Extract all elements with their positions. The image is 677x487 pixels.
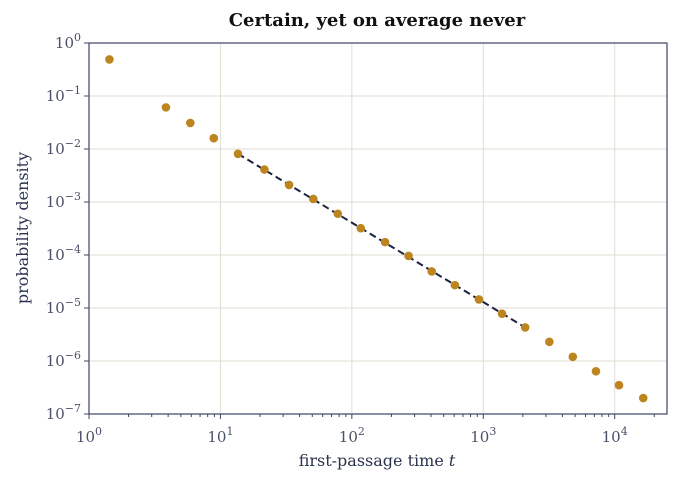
y-tick-label-3: 10−3 [46, 190, 81, 211]
x-axis-label-text: first-passage time [299, 451, 444, 470]
data-point-14 [474, 295, 484, 304]
data-point-20 [614, 380, 624, 390]
data-point-17 [545, 337, 554, 347]
data-point-15 [497, 309, 507, 319]
chart-title: Certain, yet on average never [229, 10, 526, 31]
y-tick-label-6: 10−6 [46, 349, 81, 370]
data-point-1 [161, 103, 171, 112]
data-point-6 [284, 180, 294, 190]
y-tick-label-7: 10−7 [46, 402, 81, 423]
data-point-3 [209, 133, 219, 143]
x-tick-label-1: 101 [207, 425, 233, 446]
data-point-10 [380, 237, 390, 247]
data-point-12 [427, 267, 436, 276]
x-tick-label-4: 104 [602, 425, 628, 446]
y-tick-label-2: 10−2 [46, 137, 81, 158]
data-point-13 [450, 280, 460, 290]
data-point-0 [105, 55, 114, 64]
y-tick-label-4: 10−4 [46, 243, 81, 264]
y-tick-label-5: 10−5 [46, 296, 81, 317]
x-tick-label-3: 103 [470, 425, 496, 446]
x-tick-label-0: 100 [76, 425, 102, 446]
x-axis-label-variable: t [449, 451, 456, 470]
data-point-11 [404, 251, 413, 261]
grid [88, 42, 667, 415]
data-point-21 [638, 393, 648, 403]
y-tick-label-0: 100 [55, 31, 81, 52]
data-point-5 [260, 165, 269, 174]
ticks: 100 101 102 103 104 100 10−1 10−2 10−3 10−4 10−5 10… [46, 31, 655, 446]
data-point-4 [233, 149, 243, 159]
data-point-18 [568, 352, 578, 362]
data-point-19 [591, 366, 601, 376]
y-tick-label-1: 10−1 [46, 84, 81, 105]
data-point-8 [333, 209, 343, 219]
y-axis-label: probability density [13, 152, 32, 304]
x-tick-label-2: 102 [339, 425, 365, 446]
data-points [105, 55, 648, 403]
data-point-7 [309, 194, 318, 204]
data-point-2 [186, 118, 195, 128]
plot-frame [88, 42, 668, 415]
data-point-16 [520, 323, 530, 332]
data-point-9 [356, 223, 366, 233]
x-axis-label: first-passage time t [299, 451, 456, 470]
